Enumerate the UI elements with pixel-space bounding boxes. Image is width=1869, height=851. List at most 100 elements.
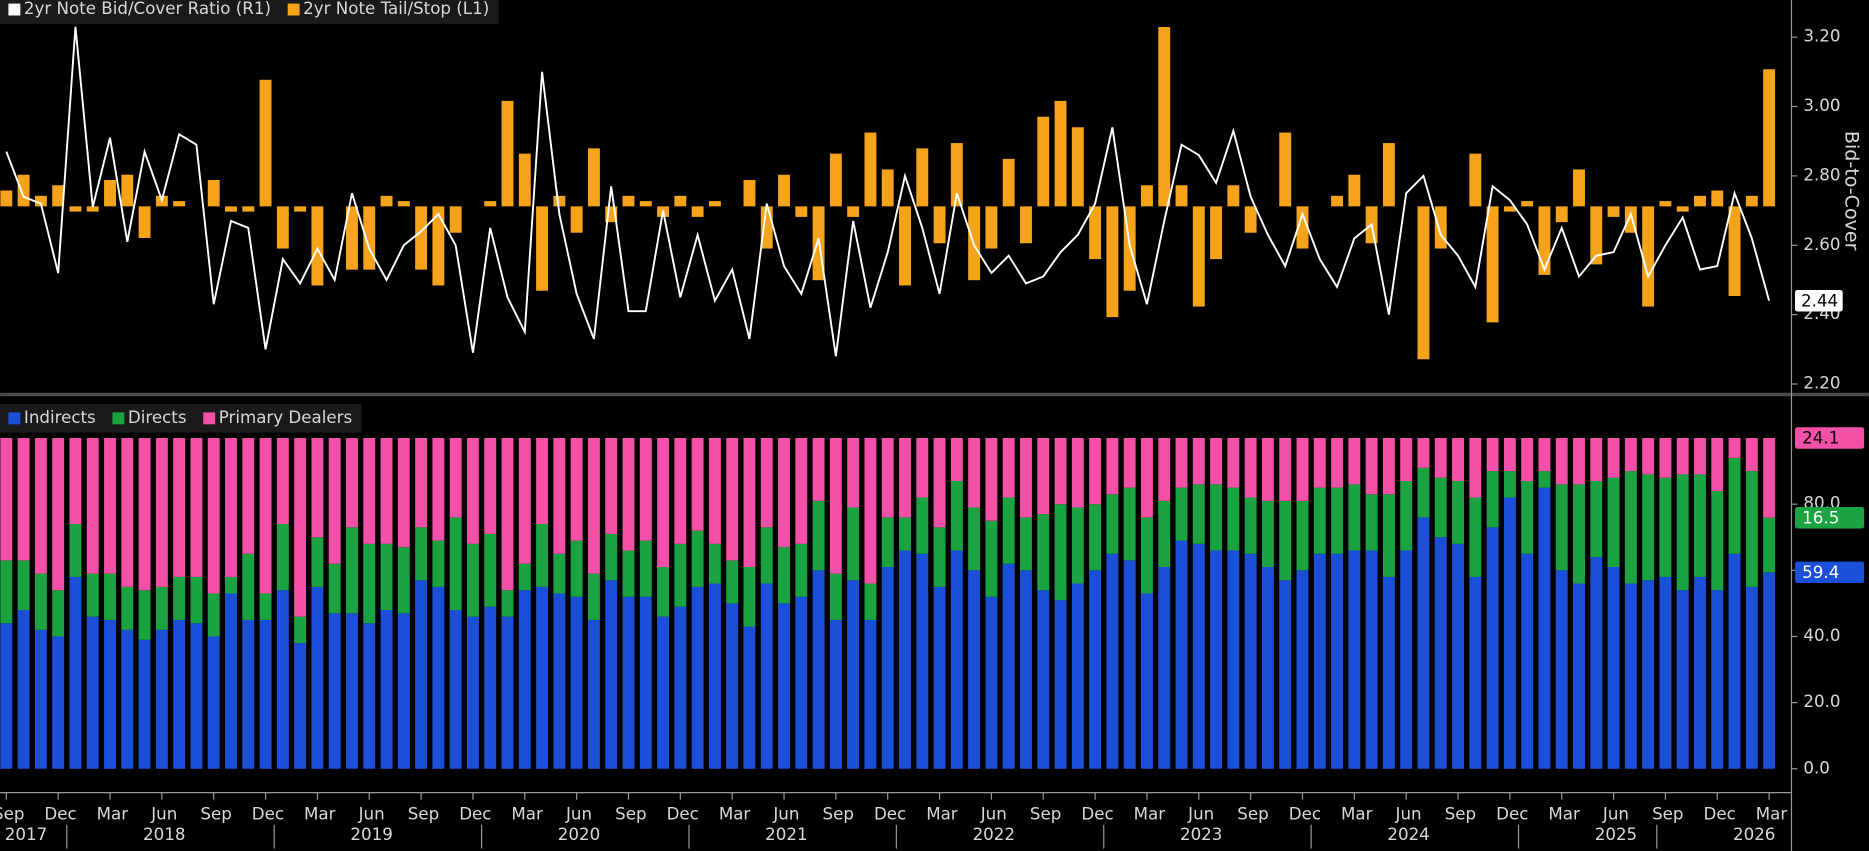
stacked-bar-segment [1694,438,1706,475]
tail-bar [259,79,272,207]
stacked-bar-segment [1763,438,1776,518]
stacked-bar-segment [328,438,341,564]
tail-bar [501,100,514,207]
stacked-bar-segment [259,593,272,620]
stacked-bar-segment [605,580,618,769]
tail-bar [276,206,289,249]
stacked-bar-segment [1607,438,1620,478]
x-tick-label: Sep [0,805,24,824]
stacked-bar-segment [795,543,808,597]
stacked-bar-segment [985,520,998,597]
y2-tick-label: 2.20 [1803,373,1840,392]
stacked-bar-segment [34,573,47,630]
stacked-bar-segment [1279,580,1292,769]
tail-bar [847,206,860,217]
stacked-bar-segment [155,586,168,630]
stacked-bar-segment [587,573,600,620]
x-tick-label: Dec [1081,805,1113,824]
stacked-bar-segment [86,616,99,769]
legend-swatch [112,412,125,425]
stacked-bar-segment [1590,481,1603,558]
stacked-bar-segment [968,438,981,508]
tail-bar [1763,69,1776,207]
last-value-label: 16.5 [1802,508,1839,527]
x-tick-label: Mar [97,805,129,824]
tail-bar [242,206,255,212]
stacked-bar-segment [380,438,393,544]
y-tick-label: 20.0 [1803,692,1840,711]
x-tick-label: Jun [358,805,385,824]
stacked-bar-segment [242,619,255,769]
x-tick-label: Mar [511,805,543,824]
stacked-bar-segment [1417,438,1430,468]
stacked-bar-segment [536,586,549,769]
stacked-bar-segment [1192,484,1205,544]
stacked-bar-segment [1210,438,1223,485]
stacked-bar-segment [1158,438,1171,501]
stacked-bar-segment [1659,438,1672,478]
stacked-bar-segment [968,507,981,571]
x-year-label: 2019 [350,825,392,844]
tail-bar [138,206,151,238]
x-tick-label: Dec [1289,805,1321,824]
stacked-bar-segment [1745,438,1758,472]
stacked-bar-segment [104,573,116,620]
stacked-bar-segment [1745,471,1758,587]
x-tick-label: Dec [667,805,699,824]
stacked-bar-segment [778,603,790,769]
y2-tick-label: 2.60 [1803,235,1840,254]
stacked-bar-segment [553,553,566,594]
stacked-bar-segment [1175,438,1188,488]
stacked-bar-segment [466,616,479,769]
stacked-bar-segment [1555,484,1568,571]
stacked-bar-segment [708,438,721,544]
stacked-bar-segment [1573,583,1585,769]
bid-cover-line [5,26,1771,357]
tail-bar [1694,195,1706,207]
stacked-bar-segment [397,613,410,769]
stacked-bar-segment [138,639,151,769]
x-tick-label: Sep [1652,805,1683,824]
stacked-bar-segment [916,438,929,498]
stacked-bar-segment [1417,467,1430,518]
stacked-bar-segment [1313,438,1326,488]
stacked-bar-segment [311,438,324,538]
tail-bar [1331,195,1344,207]
stacked-bar-segment [1071,583,1084,769]
stacked-bar-segment [760,527,773,584]
stacked-bar-segment [69,524,82,577]
stacked-bar-segment [726,603,739,769]
stacked-bar-segment [1365,550,1378,769]
stacked-bar-segment [1089,438,1102,505]
tail-bar [311,206,324,286]
tail-bar [397,201,410,207]
y-tick-label: 0.0 [1803,758,1830,777]
last-value-label: 59.4 [1802,563,1839,582]
stacked-bar-segment [484,606,497,769]
x-tick-label: Dec [459,805,491,824]
stacked-bar-segment [1417,517,1430,769]
stacked-bar-segment [691,438,704,531]
x-year-label: 2023 [1180,825,1222,844]
tail-bar [1745,195,1758,207]
stacked-bar-segment [1140,517,1153,594]
tail-bar [1728,206,1741,297]
tail-bar [1469,153,1482,207]
stacked-bar-segment [1694,576,1706,769]
tail-bar [622,195,635,207]
stacked-bar-segment [1140,438,1153,518]
stacked-bar-segment [1728,438,1741,458]
stacked-bar-segment [173,576,186,620]
stacked-bar-segment [328,563,341,614]
stacked-bar-segment [1123,438,1136,488]
tail-bar [173,201,186,207]
tail-bar [829,153,842,207]
stacked-bar-segment [1573,438,1585,485]
stacked-bar-segment [276,590,289,769]
stacked-bar-segment [639,540,652,597]
stacked-bar-segment [1106,494,1119,554]
legend-label: 2yr Note Tail/Stop (L1) [303,0,489,18]
stacked-bar-segment [501,438,514,591]
stacked-bar-segment [881,438,894,518]
